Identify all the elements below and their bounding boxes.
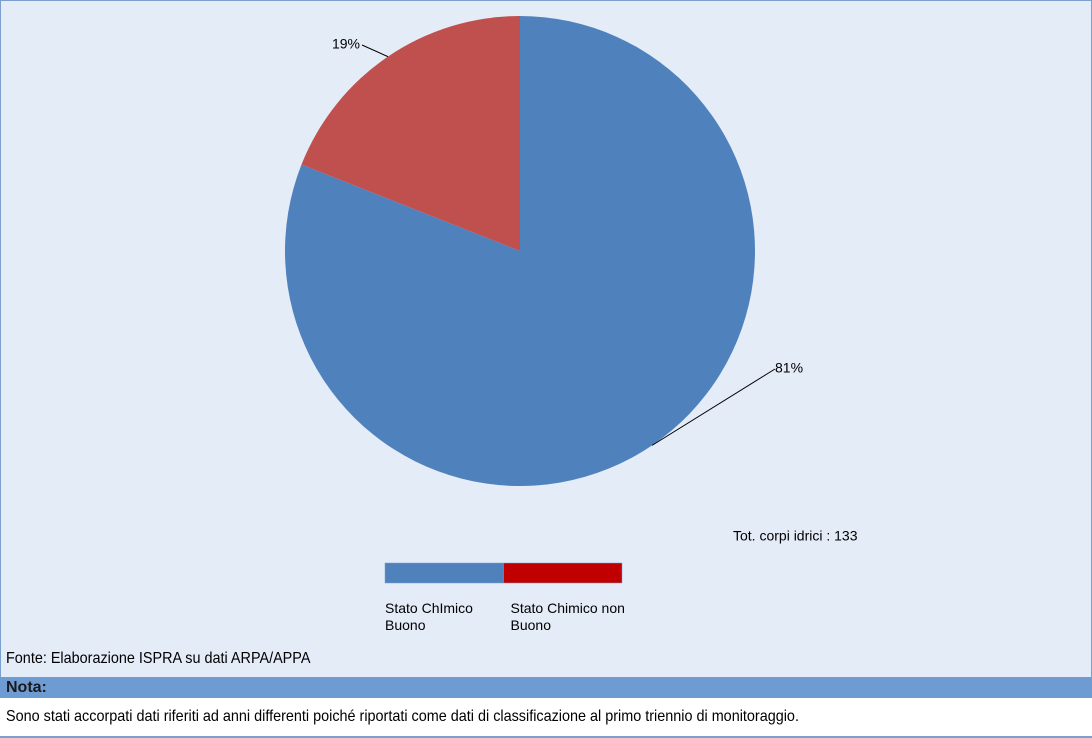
pie-slice <box>301 16 520 251</box>
note-label: Nota: <box>6 679 47 696</box>
chart: Tot. corpi idrici : 133 81% 19% <box>284 16 858 584</box>
source: Fonte: Elaborazione ISPRA su dati ARPA/A… <box>6 650 311 667</box>
leader-line <box>651 368 776 446</box>
legend-label: Stato ChImico Buono <box>385 600 473 633</box>
pie-slice <box>284 16 755 487</box>
annotation: Tot. corpi idrici : 133 <box>733 528 858 544</box>
legend-swatch <box>384 562 504 584</box>
note-text: Sono stati accorpati dati riferiti ad an… <box>6 708 799 725</box>
legend-swatch <box>503 562 623 584</box>
data-label: 81% <box>775 360 803 376</box>
note-bar <box>0 677 1092 698</box>
leader-line <box>361 44 389 58</box>
data-label: 19% <box>332 36 360 52</box>
legend-label: Stato Chimico non Buono <box>510 600 625 633</box>
border <box>0 736 1092 738</box>
